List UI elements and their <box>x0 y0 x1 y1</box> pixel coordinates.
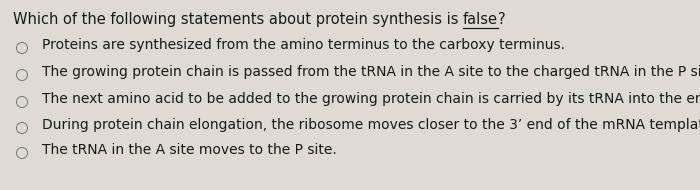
Text: The next amino acid to be added to the growing protein chain is carried by its t: The next amino acid to be added to the g… <box>42 92 700 106</box>
Text: ?: ? <box>498 12 505 27</box>
Text: The tRNA in the A site moves to the P site.: The tRNA in the A site moves to the P si… <box>42 143 337 157</box>
Text: Which of the following statements about protein synthesis is: Which of the following statements about … <box>13 12 463 27</box>
Text: Proteins are synthesized from the amino terminus to the carboxy terminus.: Proteins are synthesized from the amino … <box>42 38 565 52</box>
Text: During protein chain elongation, the ribosome moves closer to the 3’ end of the : During protein chain elongation, the rib… <box>42 118 700 132</box>
Text: The growing protein chain is passed from the tRNA in the A site to the charged t: The growing protein chain is passed from… <box>42 65 700 79</box>
Text: false: false <box>463 12 498 27</box>
